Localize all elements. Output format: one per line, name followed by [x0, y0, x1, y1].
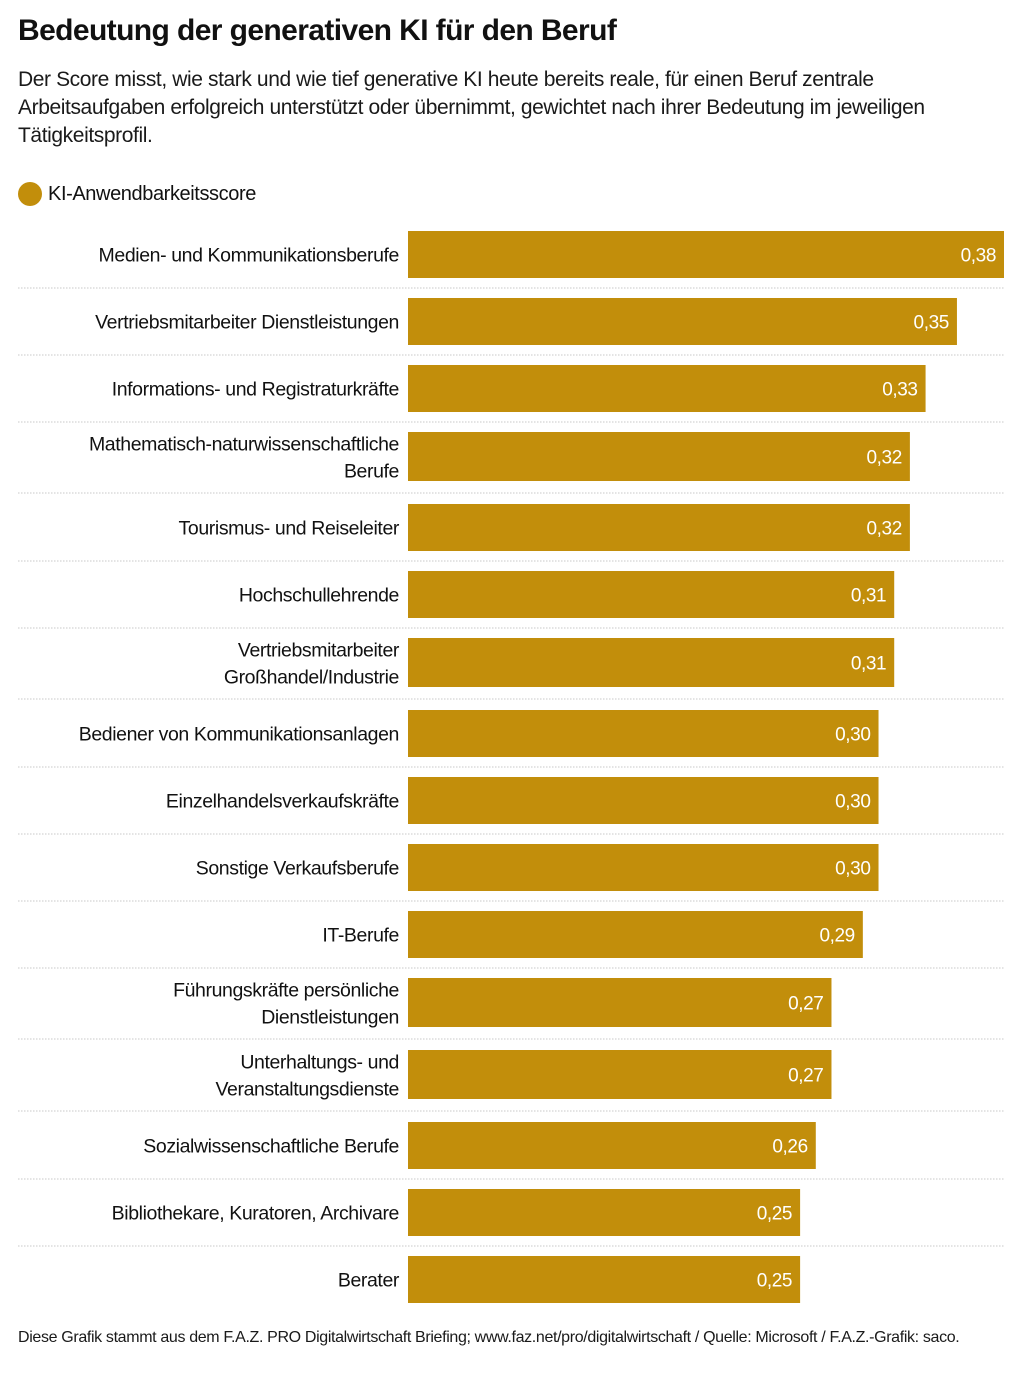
legend-label: KI-Anwendbarkeitsscore: [48, 182, 256, 205]
value-label: 0,31: [851, 654, 886, 675]
bar: [408, 911, 863, 958]
bar-row: Hochschullehrende 0,31: [239, 571, 895, 618]
value-label: 0,27: [788, 1066, 823, 1087]
category-label: Vertriebsmitarbeiter Dienstleistungen: [95, 312, 399, 334]
category-label: Einzelhandelsverkaufskräfte: [166, 791, 399, 813]
value-label: 0,25: [757, 1204, 792, 1225]
source-footer: Diese Grafik stammt aus dem F.A.Z. PRO D…: [18, 1329, 960, 1346]
value-label: 0,38: [961, 246, 996, 267]
bar: [408, 1189, 801, 1236]
category-label: Sozialwissenschaftliche Berufe: [143, 1136, 399, 1158]
category-label: Bibliothekare, Kuratoren, Archivare: [112, 1203, 399, 1225]
bar: [408, 231, 1004, 278]
bar: [408, 1256, 801, 1303]
category-label: Bediener von Kommunikationsanlagen: [79, 724, 399, 746]
bar: [408, 978, 832, 1027]
category-label: IT-Berufe: [322, 925, 399, 947]
bar: [408, 710, 879, 757]
bar: [408, 432, 910, 481]
bar: [408, 571, 895, 618]
bar-row: Mathematisch-naturwissenschaftliche Beruf…: [89, 432, 910, 483]
chart-subtitle: Der Score misst, wie stark und wie tief …: [18, 68, 925, 147]
chart-title: Bedeutung der generativen KI für den Ber…: [18, 14, 617, 47]
value-label: 0,29: [819, 926, 854, 947]
value-label: 0,25: [757, 1271, 792, 1292]
category-label: Berater: [338, 1270, 400, 1292]
legend: KI-Anwendbarkeitsscore: [18, 182, 256, 206]
category-label: Hochschullehrende: [239, 585, 399, 607]
category-label: Medien- und Kommunikationsberufe: [99, 245, 399, 267]
bar-row: Bediener von Kommunikationsanlagen 0,30: [79, 710, 879, 757]
bar-row: Vertriebsmitarbeiter Dienstleistungen 0,3…: [95, 298, 957, 345]
bar-row: Informations- und Registraturkräfte 0,33: [112, 365, 926, 412]
value-label: 0,30: [835, 725, 870, 746]
value-label: 0,35: [914, 313, 949, 334]
value-label: 0,31: [851, 586, 886, 607]
value-label: 0,32: [867, 448, 902, 469]
category-label: Informations- und Registraturkräfte: [112, 379, 399, 401]
bar-row: Bibliothekare, Kuratoren, Archivare 0,25: [112, 1189, 801, 1236]
bar-row: Einzelhandelsverkaufskräfte 0,30: [166, 777, 879, 824]
bar-row: Medien- und Kommunikationsberufe 0,38: [99, 231, 1004, 278]
value-label: 0,30: [835, 792, 870, 813]
category-label: Führungskräfte persönliche Dienstleistung…: [173, 980, 399, 1029]
value-label: 0,27: [788, 994, 823, 1015]
legend-swatch-icon: [18, 182, 42, 206]
category-label: Mathematisch-naturwissenschaftliche Beruf…: [89, 434, 399, 483]
bar: [408, 504, 910, 551]
bar: [408, 844, 879, 891]
bar-row: Vertriebsmitarbeiter Großhandel/Industrie…: [224, 638, 895, 689]
value-label: 0,26: [772, 1137, 807, 1158]
bar-row: Führungskräfte persönliche Dienstleistung…: [173, 978, 832, 1029]
bar-row: Berater 0,25: [338, 1256, 801, 1303]
bar: [408, 777, 879, 824]
bar-row: Sonstige Verkaufsberufe 0,30: [196, 844, 879, 891]
value-label: 0,33: [882, 380, 917, 401]
bar: [408, 638, 895, 687]
category-label: Sonstige Verkaufsberufe: [196, 858, 399, 880]
category-label: Vertriebsmitarbeiter Großhandel/Industrie: [224, 640, 400, 689]
bar: [408, 1050, 832, 1099]
category-label: Unterhaltungs- und Veranstaltungsdienste: [216, 1052, 400, 1101]
bar-row: Sozialwissenschaftliche Berufe 0,26: [143, 1122, 816, 1169]
category-label: Tourismus- und Reiseleiter: [179, 518, 400, 540]
bar: [408, 298, 957, 345]
value-label: 0,32: [867, 519, 902, 540]
bar-row: Tourismus- und Reiseleiter 0,32: [179, 504, 910, 551]
bar: [408, 1122, 816, 1169]
bar-row: IT-Berufe 0,29: [322, 911, 863, 958]
bar-row: Unterhaltungs- und Veranstaltungsdienste 0…: [216, 1050, 832, 1101]
bar: [408, 365, 926, 412]
value-label: 0,30: [835, 859, 870, 880]
